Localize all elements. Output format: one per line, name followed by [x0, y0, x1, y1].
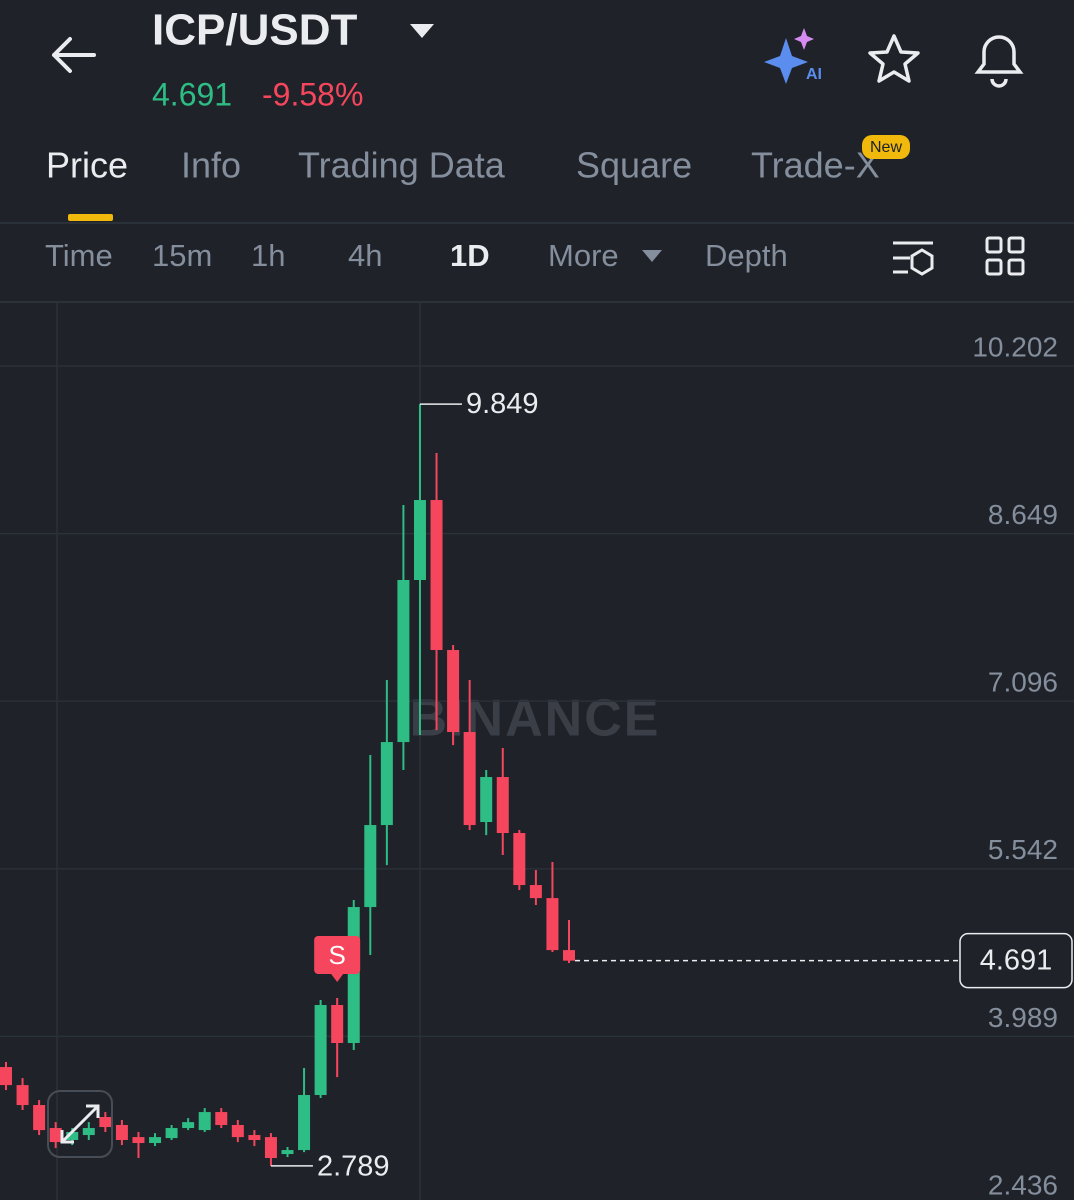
candle-body	[480, 777, 493, 823]
candle-body	[513, 833, 526, 886]
candle-body	[463, 732, 476, 826]
tab[interactable]: Price	[46, 145, 128, 186]
tab[interactable]: Square	[576, 145, 692, 186]
candle-body	[413, 500, 426, 580]
interval-bar: Time 15m 1h 4h 1D More Depth	[45, 238, 788, 273]
candle-body	[298, 1095, 311, 1151]
pair-title[interactable]: ICP/USDT	[152, 6, 357, 55]
interval[interactable]: 1h	[251, 238, 285, 273]
candle-body	[529, 885, 542, 899]
candle-body	[49, 1128, 62, 1143]
new-badge-bg	[862, 135, 910, 159]
candle-body	[248, 1135, 261, 1141]
candle-body	[115, 1125, 128, 1141]
candle-body	[99, 1117, 112, 1128]
candle-body	[331, 1005, 344, 1044]
tab[interactable]: Trading Data	[298, 145, 506, 186]
y-tick-label: 10.202	[972, 331, 1058, 362]
interval[interactable]: 4h	[348, 238, 382, 273]
candle-body	[0, 1067, 12, 1086]
candle-body	[16, 1085, 29, 1106]
signal-label: S	[329, 940, 346, 970]
active-tab-indicator	[68, 214, 113, 221]
pair-dropdown[interactable]	[410, 24, 434, 38]
settings-hex	[910, 248, 934, 276]
back-button[interactable]	[52, 37, 96, 73]
candle-body	[496, 777, 509, 834]
expand-box	[47, 1090, 113, 1158]
interval[interactable]: Depth	[705, 238, 788, 273]
chart-settings-icon[interactable]	[893, 241, 934, 276]
candle-body	[165, 1128, 178, 1139]
high-label: 9.849	[466, 388, 539, 420]
ai-button[interactable]: AI	[764, 28, 822, 84]
candle-body	[397, 579, 410, 743]
new-badge: New	[870, 139, 902, 156]
candle-body	[132, 1137, 145, 1144]
y-tick-label: 2.436	[988, 1169, 1058, 1200]
layout-cell	[1007, 258, 1025, 276]
candle-body	[231, 1125, 244, 1138]
candle-body	[430, 500, 443, 651]
ai-badge: AI	[806, 66, 822, 83]
signal-marker	[314, 936, 361, 983]
candle-body	[182, 1122, 195, 1129]
y-tick-label: 8.649	[988, 499, 1058, 530]
candle-body	[380, 742, 393, 826]
y-tick-label: 5.542	[988, 834, 1058, 865]
settings-lines	[893, 241, 933, 274]
more-dropdown	[642, 250, 662, 262]
ai-sparkle	[764, 38, 808, 84]
candle-body	[66, 1132, 79, 1141]
alert-bell[interactable]	[974, 35, 1024, 88]
candle-body	[347, 907, 360, 1044]
header-price: 4.691	[152, 76, 232, 112]
y-tick-label: 7.096	[988, 667, 1058, 698]
candle-body	[546, 898, 559, 951]
candle-body	[447, 650, 460, 733]
candle-body	[563, 950, 575, 961]
candlestick-chart: 2.436 3.989 5.542 7.096 8.649 10.202 9.849 2.78…	[0, 331, 1074, 1200]
candle-body	[264, 1137, 277, 1159]
interval[interactable]: 1D	[450, 238, 490, 273]
tab-bar: Price Info Trading Data Square Trade-X	[46, 145, 880, 186]
interval[interactable]: 15m	[152, 238, 212, 273]
candle-body	[281, 1150, 294, 1155]
tab[interactable]: Trade-X	[751, 145, 880, 186]
bell-body	[974, 35, 1024, 74]
y-tick-label: 3.989	[988, 1002, 1058, 1033]
layout-icon[interactable]	[985, 236, 1025, 276]
expand-button[interactable]	[47, 1090, 113, 1158]
favorite-star[interactable]	[868, 34, 920, 83]
candle-body	[364, 825, 377, 908]
low-label: 2.789	[317, 1151, 390, 1183]
expand-arrows	[60, 1104, 100, 1144]
interval[interactable]: More	[548, 238, 619, 273]
layout-cell	[985, 258, 1003, 276]
ai-sparkle-small	[794, 28, 814, 50]
interval[interactable]: Time	[45, 238, 113, 273]
candle-body	[198, 1112, 211, 1131]
candle-body	[149, 1137, 162, 1144]
last-price-box	[959, 932, 1073, 989]
layout-cell	[1007, 236, 1025, 254]
candle-body	[314, 1005, 327, 1096]
bell-clapper	[990, 78, 1008, 88]
candle-body	[215, 1112, 228, 1126]
header-change: -9.58%	[262, 76, 363, 112]
back-arrow	[52, 37, 96, 73]
last-price-label: 4.691	[980, 944, 1053, 976]
layout-cell	[985, 236, 1003, 254]
tab[interactable]: Info	[181, 145, 241, 186]
candle-body	[82, 1128, 95, 1136]
candle-body	[33, 1105, 46, 1131]
